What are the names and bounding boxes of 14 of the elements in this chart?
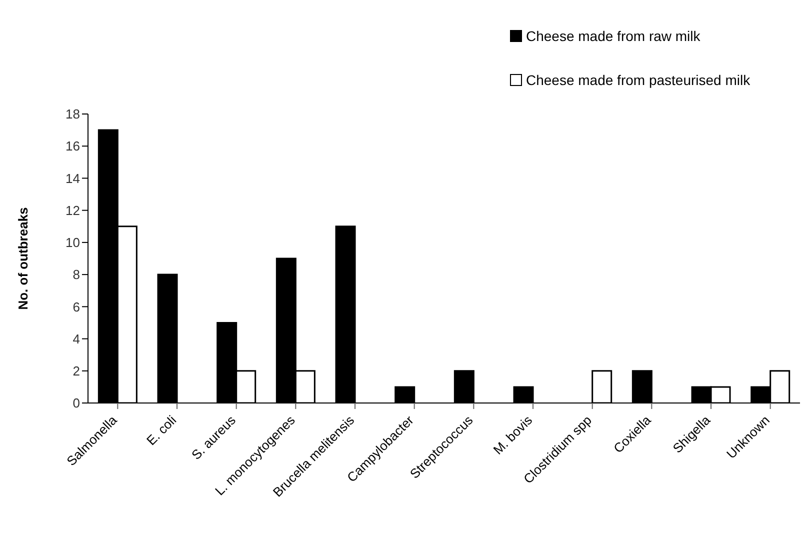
y-tick-label: 16 (66, 138, 80, 154)
y-tick-label: 0 (72, 396, 80, 411)
y-tick-label: 12 (66, 202, 80, 218)
legend-label: Cheese made from pasteurised milk (526, 72, 750, 88)
y-axis-title: No. of outbreaks (16, 207, 31, 310)
x-tick-label: E. coli (143, 412, 180, 448)
legend-label: Cheese made from raw milk (526, 28, 700, 44)
y-tick-label: 8 (72, 267, 80, 282)
y-tick-label: 18 (66, 106, 80, 122)
y-tick-label: 6 (72, 299, 80, 314)
y-tick-label: 4 (72, 331, 80, 346)
y-tick-label: 10 (66, 235, 80, 250)
y-tick-label: 2 (72, 364, 80, 379)
y-tick-label: 14 (66, 170, 80, 186)
